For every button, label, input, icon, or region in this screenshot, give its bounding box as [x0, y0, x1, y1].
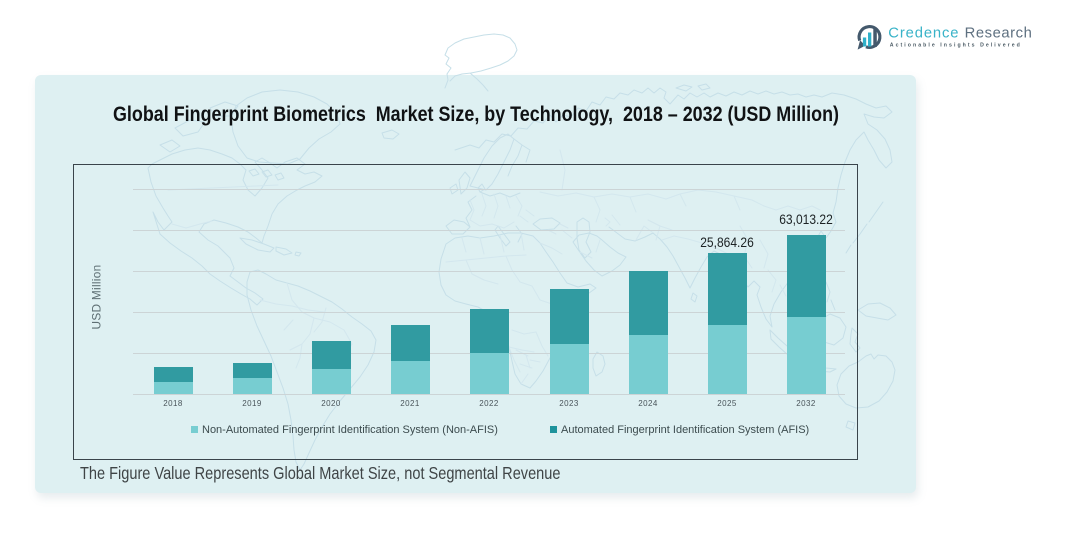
- svg-text:Credence: Credence: [888, 25, 958, 41]
- svg-text:Research: Research: [965, 25, 1032, 41]
- svg-text:Actionable Insights Delivered: Actionable Insights Delivered: [890, 42, 1022, 48]
